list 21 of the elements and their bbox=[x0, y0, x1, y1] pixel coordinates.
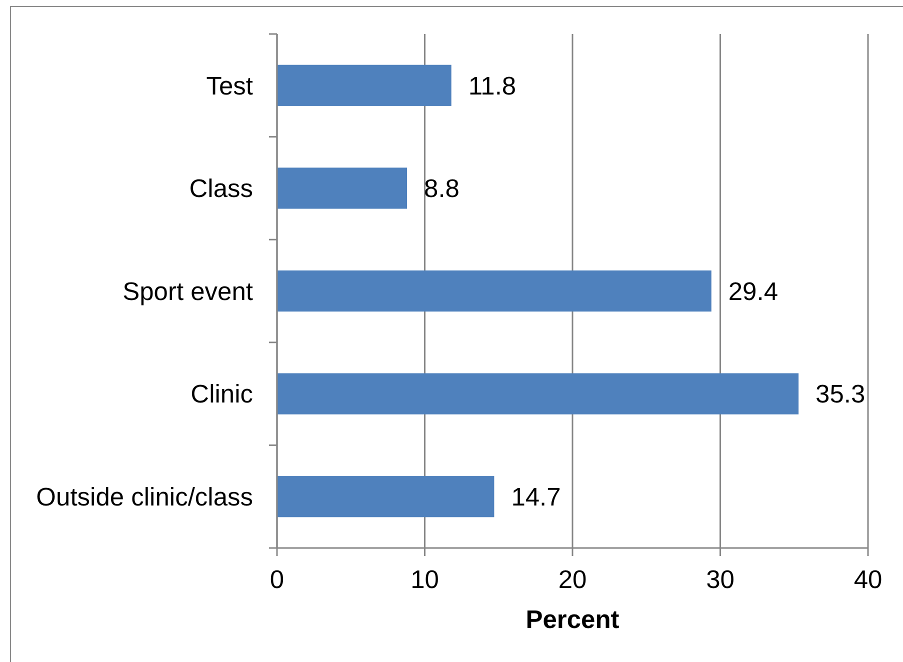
x-axis-title: Percent bbox=[526, 606, 620, 634]
data-label: 11.8 bbox=[468, 72, 516, 100]
data-label: 14.7 bbox=[511, 484, 561, 512]
bar bbox=[277, 373, 799, 414]
bar bbox=[277, 476, 494, 518]
y-tick-label: Test bbox=[206, 72, 253, 100]
y-tick-label: Outside clinic/class bbox=[36, 484, 253, 512]
bar bbox=[277, 168, 408, 209]
x-tick-label: 30 bbox=[706, 566, 734, 594]
bar bbox=[277, 64, 452, 106]
data-label: 29.4 bbox=[728, 278, 778, 306]
y-tick-label: Sport event bbox=[122, 278, 253, 306]
x-tick-label: 20 bbox=[558, 566, 587, 594]
data-label: 8.8 bbox=[424, 175, 460, 204]
y-tick-label: Clinic bbox=[190, 380, 254, 409]
x-tick-label: 40 bbox=[854, 566, 882, 594]
bar bbox=[277, 270, 712, 312]
x-tick-label: 0 bbox=[270, 566, 284, 594]
y-tick-label: Class bbox=[189, 175, 253, 204]
data-label: 35.3 bbox=[816, 380, 866, 409]
x-tick-label: 10 bbox=[410, 566, 439, 594]
